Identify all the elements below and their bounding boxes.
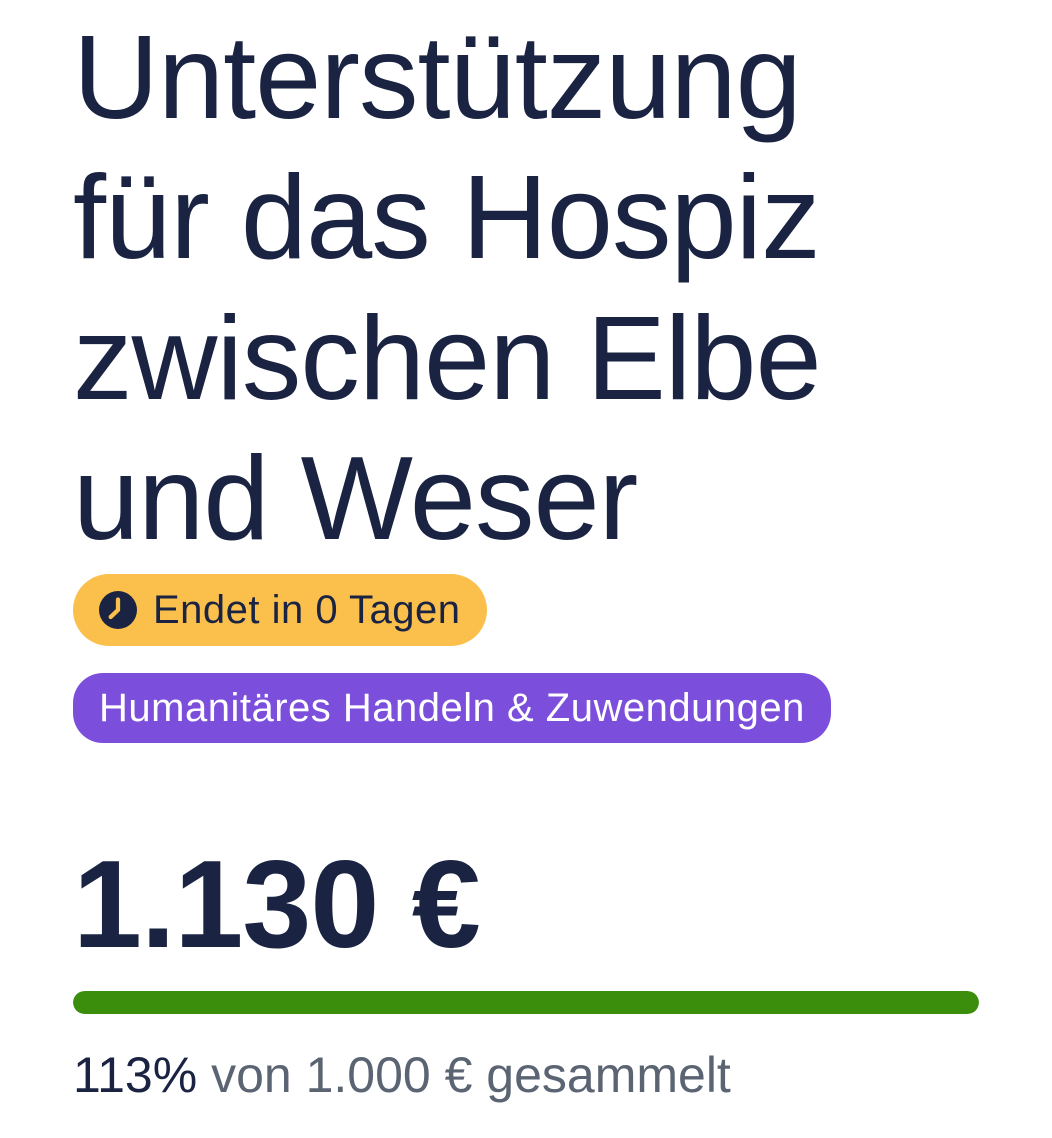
progress-bar-track <box>73 991 979 1015</box>
progress-bar-fill <box>73 991 979 1015</box>
deadline-badge: Endet in 0 Tagen <box>73 573 487 646</box>
category-badge-row: Humanitäres Handeln & Zuwendungen <box>73 646 979 743</box>
progress-percent: 113% <box>73 1047 198 1104</box>
progress-summary: 113% von 1.000 € gesammelt <box>73 1044 979 1107</box>
category-badge[interactable]: Humanitäres Handeln & Zuwendungen <box>73 672 831 743</box>
campaign-title: Unterstützung für das Hospiz zwischen El… <box>73 11 822 566</box>
progress-goal-text: von 1.000 € gesammelt <box>197 1047 731 1104</box>
clock-icon <box>99 590 137 629</box>
deadline-badge-row: Endet in 0 Tagen <box>73 570 979 646</box>
deadline-badge-label: Endet in 0 Tagen <box>153 587 461 632</box>
amount-raised: 1.130 € <box>73 835 481 974</box>
category-badge-label: Humanitäres Handeln & Zuwendungen <box>99 685 805 730</box>
